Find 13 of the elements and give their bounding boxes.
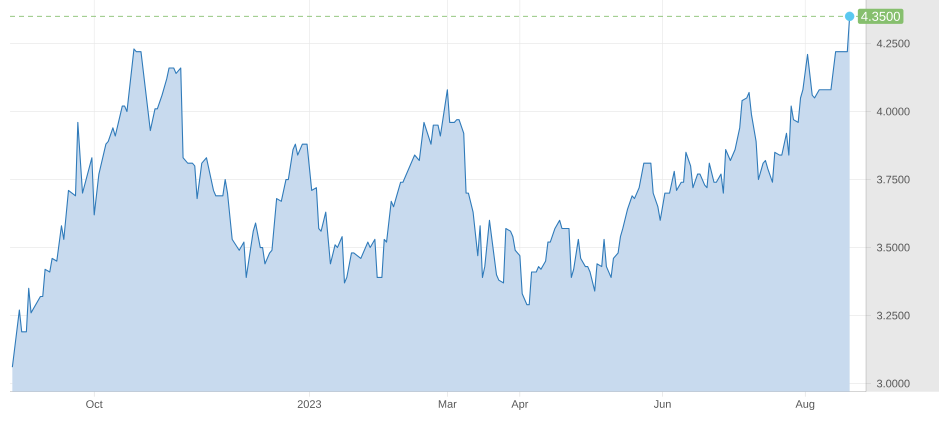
y-tick-label: 3.0000 [876,380,910,388]
x-tick-label: Mar [438,400,457,408]
x-tick-label: Aug [795,400,814,410]
y-tick-label: 3.5000 [876,244,910,252]
x-tick-label: 2023 [298,400,322,408]
ref-line-label: 4.3500 [861,12,900,21]
y-tick-label: 3.2500 [876,312,910,320]
y-tick-label: 4.0000 [876,108,910,116]
y-tick-label: 3.7500 [876,176,910,184]
y-tick-label: 4.2500 [876,40,910,48]
x-tick-label: Apr [511,400,528,410]
x-tick-label: Oct [86,400,103,408]
x-tick-label: Jun [654,400,671,408]
